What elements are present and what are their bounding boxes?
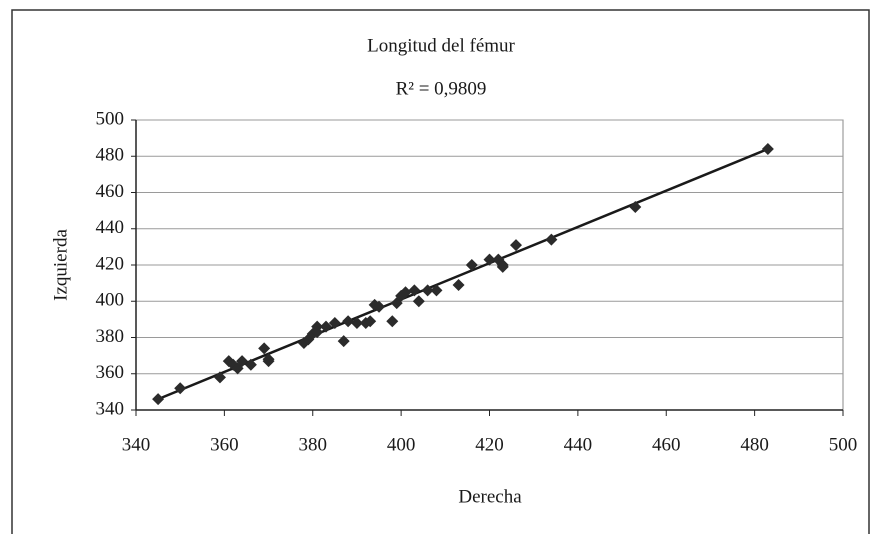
data-point: [328, 317, 341, 329]
y-axis-label: Izquierda: [50, 229, 71, 301]
data-point: [236, 355, 249, 368]
data-point: [213, 371, 226, 384]
data-point: [399, 286, 412, 299]
data-point: [311, 326, 324, 339]
data-point: [373, 300, 386, 313]
data-point: [465, 259, 478, 271]
data-point: [545, 233, 558, 246]
data-point: [244, 358, 257, 371]
y-tick-label: 440: [96, 217, 125, 238]
x-tick-label: 340: [122, 434, 151, 455]
y-tick-label: 480: [96, 145, 125, 166]
data-point: [337, 335, 350, 348]
data-point: [342, 315, 355, 328]
data-point: [483, 253, 496, 266]
x-tick-label: 400: [387, 434, 416, 455]
x-tick-label: 360: [210, 434, 239, 455]
y-tick-label: 360: [96, 362, 125, 383]
data-point: [430, 284, 443, 297]
data-point: [421, 284, 434, 297]
data-point: [350, 317, 363, 329]
data-point: [629, 201, 642, 213]
trendline: [157, 147, 769, 401]
x-axis-label: Derecha: [458, 486, 522, 507]
y-tick-label: 380: [96, 326, 125, 347]
data-point: [262, 355, 275, 368]
chart-title: Longitud del fémur: [367, 35, 515, 56]
y-tick-label: 500: [96, 108, 125, 129]
data-point: [496, 260, 509, 273]
data-point: [174, 382, 187, 395]
x-tick-label: 420: [475, 434, 504, 455]
chart-subtitle: R² = 0,9809: [396, 78, 487, 99]
y-tick-label: 420: [96, 253, 125, 274]
data-point: [320, 320, 333, 333]
data-point: [761, 143, 774, 155]
data-point: [452, 278, 465, 291]
data-point: [258, 342, 271, 355]
data-point: [510, 239, 523, 252]
x-tick-label: 500: [829, 434, 858, 455]
data-point: [408, 284, 421, 297]
y-tick-label: 400: [96, 290, 125, 311]
data-point: [412, 295, 425, 308]
data-point: [386, 315, 399, 328]
x-tick-label: 460: [652, 434, 681, 455]
y-tick-label: 340: [96, 398, 125, 419]
y-tick-label: 460: [96, 181, 125, 202]
x-tick-label: 440: [564, 434, 593, 455]
chart-frame: [11, 9, 870, 534]
x-tick-label: 380: [299, 434, 328, 455]
x-tick-label: 480: [740, 434, 769, 455]
data-point: [364, 315, 377, 328]
data-point: [152, 393, 165, 406]
